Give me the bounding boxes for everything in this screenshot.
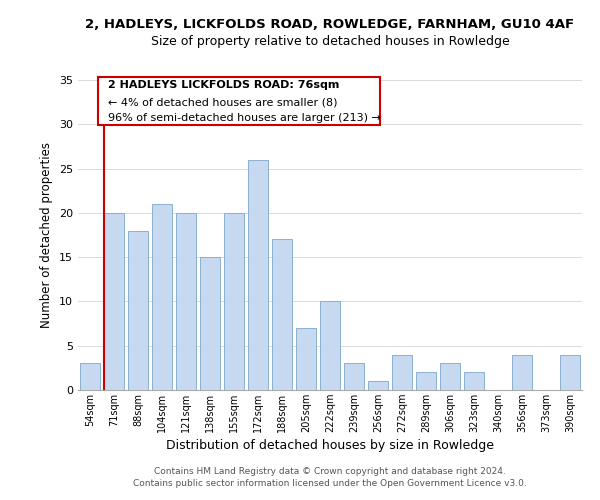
Bar	[104, 213, 124, 390]
Bar	[416, 372, 436, 390]
Bar	[248, 160, 268, 390]
FancyBboxPatch shape	[98, 77, 380, 125]
Bar	[464, 372, 484, 390]
Y-axis label: Number of detached properties: Number of detached properties	[40, 142, 53, 328]
Bar	[152, 204, 172, 390]
Text: Contains HM Land Registry data © Crown copyright and database right 2024.: Contains HM Land Registry data © Crown c…	[154, 467, 506, 476]
X-axis label: Distribution of detached houses by size in Rowledge: Distribution of detached houses by size …	[166, 439, 494, 452]
Bar	[128, 230, 148, 390]
Text: Size of property relative to detached houses in Rowledge: Size of property relative to detached ho…	[151, 35, 509, 48]
Bar	[440, 364, 460, 390]
Bar	[344, 364, 364, 390]
Bar	[200, 257, 220, 390]
Bar	[320, 302, 340, 390]
Bar	[272, 240, 292, 390]
Bar	[80, 364, 100, 390]
Bar	[392, 354, 412, 390]
Bar	[512, 354, 532, 390]
Bar	[224, 213, 244, 390]
Text: ← 4% of detached houses are smaller (8): ← 4% of detached houses are smaller (8)	[108, 97, 338, 107]
Text: Contains public sector information licensed under the Open Government Licence v3: Contains public sector information licen…	[133, 478, 527, 488]
Bar	[176, 213, 196, 390]
Text: 2, HADLEYS, LICKFOLDS ROAD, ROWLEDGE, FARNHAM, GU10 4AF: 2, HADLEYS, LICKFOLDS ROAD, ROWLEDGE, FA…	[85, 18, 575, 30]
Text: 2 HADLEYS LICKFOLDS ROAD: 76sqm: 2 HADLEYS LICKFOLDS ROAD: 76sqm	[108, 80, 340, 90]
Text: 96% of semi-detached houses are larger (213) →: 96% of semi-detached houses are larger (…	[108, 112, 381, 122]
Bar	[368, 381, 388, 390]
Bar	[560, 354, 580, 390]
Bar	[296, 328, 316, 390]
